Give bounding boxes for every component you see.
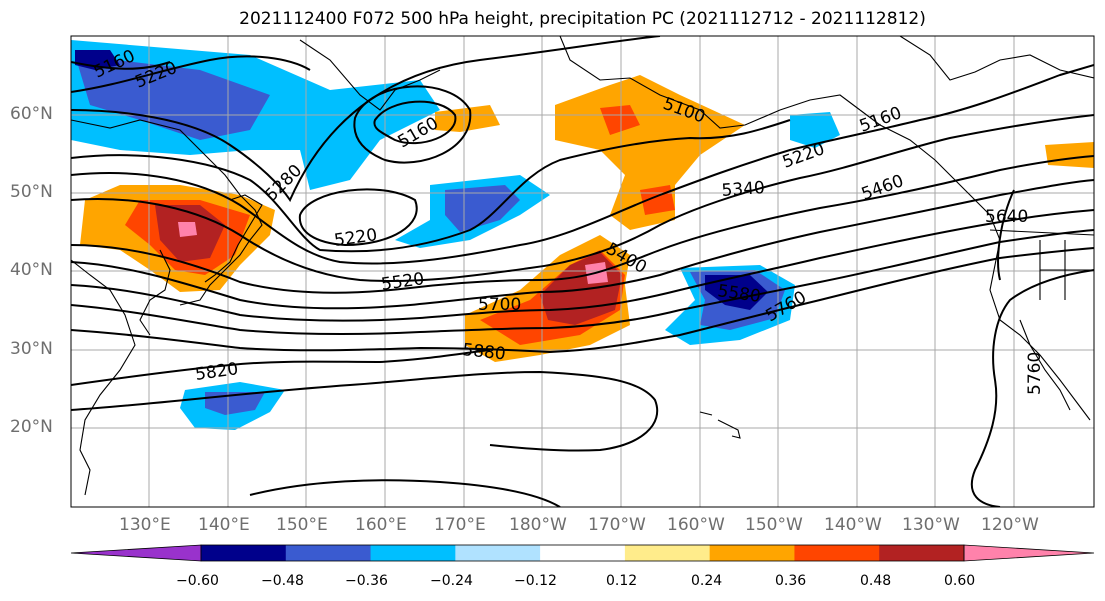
contour-label: 5700 bbox=[478, 295, 521, 315]
colorbar-tick-label: −0.48 bbox=[261, 573, 304, 589]
contour-5700 bbox=[71, 209, 1094, 322]
contour-height-5 bbox=[71, 179, 1094, 310]
height-contours bbox=[71, 36, 1094, 507]
contour-5640-east bbox=[997, 189, 1015, 281]
lon-label: 180°W bbox=[509, 515, 567, 535]
colorbar-tick-label: −0.24 bbox=[430, 573, 473, 589]
coast-korea bbox=[139, 249, 171, 336]
colorbar-tick-label: 0.12 bbox=[606, 573, 638, 589]
contour-5160-west bbox=[71, 61, 171, 70]
lon-label: 120°W bbox=[981, 515, 1039, 535]
lon-label: 140°W bbox=[824, 515, 882, 535]
contour-5220-ring bbox=[298, 188, 418, 247]
contour-5820-south bbox=[249, 479, 561, 507]
lon-label: 140°E bbox=[198, 515, 250, 535]
lat-label: 50°N bbox=[10, 182, 53, 202]
lat-label: 60°N bbox=[10, 104, 53, 124]
lon-label: 130°E bbox=[119, 515, 171, 535]
contour-5880 bbox=[71, 247, 1094, 354]
contour-label: 5340 bbox=[721, 178, 766, 201]
contour-label: 5640 bbox=[985, 207, 1028, 227]
colorbar-tick-label: 0.60 bbox=[944, 573, 976, 589]
precip-positive-region-aleutian-core bbox=[600, 105, 640, 135]
coast-asia-north bbox=[71, 119, 263, 306]
contour-5760-east bbox=[970, 269, 1094, 507]
precip-negative-region-northwest-core bbox=[75, 55, 270, 140]
contour-height-1 bbox=[71, 119, 791, 253]
colorbar-tick-label: 0.24 bbox=[691, 573, 723, 589]
precip-positive-region-japan-peak bbox=[178, 222, 197, 237]
contour-height-2 bbox=[71, 64, 1094, 265]
border-us-canada bbox=[989, 229, 1094, 236]
lon-label: 170°E bbox=[434, 515, 486, 535]
lon-label: 170°W bbox=[588, 515, 646, 535]
contour-ring-kamchatka-outer bbox=[353, 85, 472, 164]
coast-china bbox=[71, 259, 136, 496]
precip-negative-region-subtropic-core bbox=[205, 392, 265, 415]
lon-label: 150°E bbox=[276, 515, 328, 535]
lon-label: 150°W bbox=[745, 515, 803, 535]
contour-5280 bbox=[71, 36, 661, 203]
contour-height-7 bbox=[71, 229, 1094, 336]
contour-5880-south bbox=[71, 370, 658, 452]
lat-label: 30°N bbox=[10, 339, 53, 359]
contour-height-3 bbox=[71, 114, 1094, 282]
lon-label: 160°E bbox=[355, 515, 407, 535]
colorbar-tick-label: −0.36 bbox=[345, 573, 388, 589]
contour-label: 5880 bbox=[461, 340, 506, 364]
coast-kamchatka bbox=[299, 39, 441, 111]
colorbar-tick-label: −0.12 bbox=[514, 573, 557, 589]
contour-label: 5760 bbox=[1025, 352, 1045, 395]
map-frame bbox=[70, 35, 1095, 508]
map-canvas: 5160 5220 5160 5280 5220 5520 5700 5880 … bbox=[70, 35, 1095, 508]
precip-positive-region-canada bbox=[1045, 142, 1094, 168]
graticule bbox=[71, 36, 1094, 507]
contour-5520 bbox=[71, 155, 1094, 294]
precip-negative-region-gulf bbox=[790, 112, 840, 148]
colorbar-tick-label: −0.60 bbox=[176, 573, 219, 589]
lat-label: 20°N bbox=[10, 417, 53, 437]
contour-5160-kamchatka bbox=[373, 100, 457, 145]
map-title: 2021112400 F072 500 hPa height, precipit… bbox=[239, 9, 926, 29]
coast-hawaii bbox=[699, 411, 741, 439]
coast-baja bbox=[1019, 319, 1071, 411]
lon-label: 130°W bbox=[902, 515, 960, 535]
lon-label: 160°W bbox=[667, 515, 725, 535]
colorbar-tick-label: 0.48 bbox=[860, 573, 892, 589]
coast-canada-arctic bbox=[899, 36, 1094, 81]
contour-5820 bbox=[71, 349, 491, 386]
contour-5220-west bbox=[71, 55, 311, 93]
coast-alaska bbox=[559, 36, 861, 129]
colorbar-tick-label: 0.36 bbox=[775, 573, 807, 589]
lat-label: 40°N bbox=[10, 260, 53, 280]
